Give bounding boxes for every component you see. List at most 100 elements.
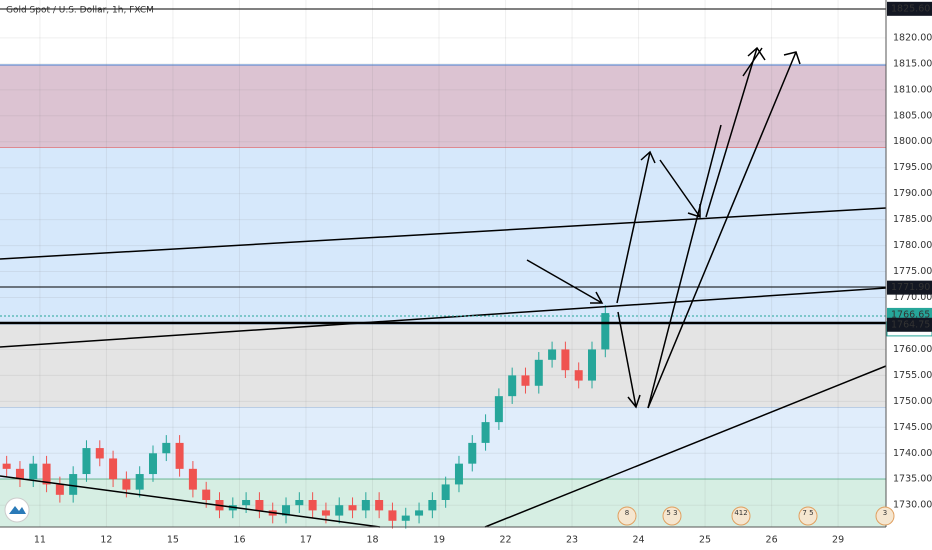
candle-body — [415, 510, 424, 516]
candle-body — [401, 515, 410, 521]
candle-body — [15, 468, 24, 480]
x-tick-label: 16 — [233, 535, 245, 546]
x-tick-label: 29 — [832, 535, 844, 546]
y-tick-label: 1820.00 — [893, 32, 932, 43]
price-label-bg — [887, 280, 932, 295]
candle-body — [109, 458, 118, 480]
event-count: 412 — [734, 509, 747, 517]
y-tick-label: 1750.00 — [893, 396, 932, 407]
x-tick-label: 17 — [300, 535, 312, 546]
event-count: 3 — [883, 509, 887, 517]
x-tick-label: 24 — [633, 535, 645, 546]
candle-body — [2, 463, 11, 469]
y-tick-label: 1785.00 — [893, 214, 932, 225]
candle-body — [508, 375, 517, 397]
candle-body — [361, 500, 370, 511]
x-tick-label: 19 — [433, 535, 445, 546]
events: 8 5 3 412 7 5 3 — [617, 506, 895, 526]
trend-line — [0, 207, 887, 260]
arrow — [616, 150, 656, 304]
y-tick-label: 1810.00 — [893, 84, 932, 95]
event-count: 5 3 — [666, 509, 677, 517]
logo-mark — [9, 506, 26, 514]
y-tick-label: 1735.00 — [893, 474, 932, 485]
candle-body — [521, 375, 530, 386]
x-tick-label: 22 — [499, 535, 511, 546]
candle-body — [561, 349, 570, 371]
candle-body — [255, 500, 264, 511]
event-count: 8 — [625, 509, 629, 517]
y-tick-label: 1800.00 — [893, 136, 932, 147]
trend-line — [0, 475, 381, 528]
arrow — [526, 259, 604, 304]
candle-body — [148, 453, 157, 475]
candle-body — [335, 505, 344, 516]
trend-line — [484, 365, 887, 528]
y-tick-label: 1775.00 — [893, 266, 932, 277]
candle-body — [454, 463, 463, 485]
y-tick-label: 1795.00 — [893, 162, 932, 173]
candle-body — [601, 313, 610, 350]
candle-body — [494, 396, 503, 423]
x-tick-label: 23 — [566, 535, 578, 546]
x-tick-label: 11 — [34, 535, 46, 546]
candle-body — [388, 510, 397, 521]
trend-line — [0, 287, 887, 348]
candle-body — [42, 463, 51, 485]
y-tick-label: 1770.00 — [893, 292, 932, 303]
candle-body — [441, 484, 450, 501]
y-tick-label: 1815.00 — [893, 58, 932, 69]
price-label-bg — [887, 317, 932, 332]
light-blue-zone — [0, 408, 886, 479]
price-label: 1764.75 — [891, 319, 930, 330]
candles — [2, 305, 610, 529]
candle-body — [375, 500, 384, 511]
candle-body — [348, 505, 357, 511]
candle-body — [188, 468, 197, 490]
candle-body — [55, 484, 64, 495]
candle-body — [202, 489, 211, 501]
candle-body — [69, 474, 78, 495]
y-tick-label: 1780.00 — [893, 240, 932, 251]
event-icon — [875, 506, 895, 526]
candle-body — [574, 370, 583, 381]
zones — [0, 64, 886, 527]
candle-body — [295, 500, 304, 506]
y-tick-label: 1805.00 — [893, 110, 932, 121]
gray-zone — [0, 325, 886, 408]
arrow — [659, 159, 701, 219]
y-tick-label: 1740.00 — [893, 448, 932, 459]
y-tick-label: 1755.00 — [893, 370, 932, 381]
blue-zone — [0, 148, 886, 325]
event-icon — [731, 506, 751, 526]
price-label: 1825.60 — [891, 3, 930, 14]
candle-body — [321, 510, 330, 516]
candle-body — [308, 500, 317, 511]
candle-body — [468, 442, 477, 464]
x-tick-label: 25 — [699, 535, 711, 546]
candle-body — [162, 442, 171, 454]
arrow — [647, 51, 801, 409]
candle-body — [95, 448, 104, 459]
candle-body — [548, 349, 557, 360]
red-zone — [0, 65, 886, 148]
arrow — [705, 46, 766, 218]
drawings — [0, 8, 887, 528]
grid — [0, 0, 886, 527]
y-tick-label: 1745.00 — [893, 422, 932, 433]
candle-body — [135, 474, 144, 490]
x-tick-label: 15 — [167, 535, 179, 546]
y-tick-label: 1760.00 — [893, 344, 932, 355]
price-label: 1766.65 — [891, 309, 930, 320]
x-tick-label: 12 — [100, 535, 112, 546]
candle-body — [282, 505, 291, 516]
candle-body — [242, 500, 251, 506]
price-label-bg — [887, 1, 932, 16]
chart-title: Gold Spot / U.S. Dollar, 1h, FXCM — [6, 6, 154, 16]
candle-body — [428, 500, 437, 511]
axis-labels: 1730.00 1735.00 1740.00 1745.00 1750.00 1755.… — [34, 1, 932, 546]
arrow — [617, 311, 641, 409]
price-axis — [886, 0, 932, 527]
